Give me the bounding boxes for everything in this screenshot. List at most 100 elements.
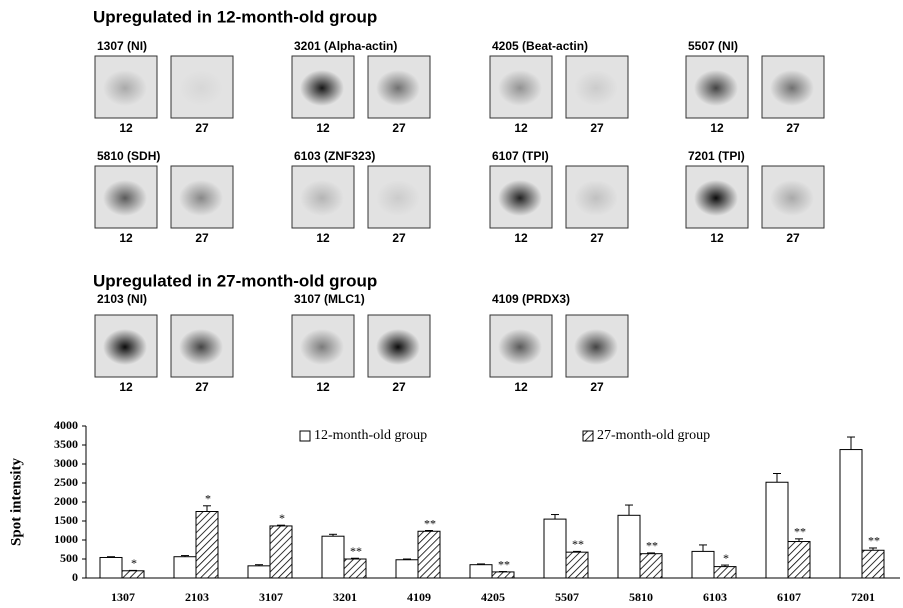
bar: [196, 512, 218, 579]
gel-spot: [694, 180, 738, 216]
y-tick-label: 3000: [54, 456, 78, 470]
bar: [470, 565, 492, 578]
y-tick-label: 1000: [54, 532, 78, 546]
bar: [692, 551, 714, 578]
legend-swatch: [583, 431, 593, 441]
gel-spot: [103, 180, 147, 216]
gel-spot: [103, 329, 147, 365]
lane-label: 27: [195, 380, 209, 394]
y-tick-label: 4000: [54, 418, 78, 432]
gel-spot: [498, 180, 542, 216]
figure: Upregulated in 12-month-old group1307 (N…: [0, 0, 903, 608]
lane-label: 27: [590, 231, 604, 245]
bar: [618, 515, 640, 578]
y-tick-label: 2500: [54, 475, 78, 489]
lane-label: 12: [710, 121, 724, 135]
spot-label: 3201 (Alpha-actin): [294, 39, 397, 53]
y-tick-label: 1500: [54, 513, 78, 527]
x-tick-label: 1307: [111, 590, 135, 604]
gel-spot: [179, 70, 223, 106]
gel-spot: [300, 329, 344, 365]
spot-label: 4205 (Beat-actin): [492, 39, 588, 53]
lane-label: 27: [195, 231, 209, 245]
spot-label: 5810 (SDH): [97, 149, 160, 163]
gel-spot: [376, 180, 420, 216]
gel-spot: [179, 180, 223, 216]
significance: *: [279, 511, 285, 525]
x-tick-label: 7201: [851, 590, 875, 604]
x-tick-label: 6107: [777, 590, 801, 604]
lane-label: 12: [316, 380, 330, 394]
x-tick-label: 4109: [407, 590, 431, 604]
legend-label: 27-month-old group: [597, 428, 710, 443]
lane-label: 27: [786, 121, 800, 135]
bar: [544, 519, 566, 578]
lane-label: 12: [316, 121, 330, 135]
section-title: Upregulated in 27-month-old group: [93, 271, 377, 290]
bar: [862, 550, 884, 578]
spot-label: 7201 (TPI): [688, 149, 745, 163]
gel-spot: [770, 70, 814, 106]
gel-spot: [770, 180, 814, 216]
spot-label: 4109 (PRDX3): [492, 292, 570, 306]
lane-label: 12: [514, 121, 528, 135]
spot-label: 2103 (NI): [97, 292, 147, 306]
bar: [840, 450, 862, 578]
lane-label: 12: [710, 231, 724, 245]
bar: [122, 571, 144, 578]
significance: *: [723, 551, 729, 565]
gel-spot: [103, 70, 147, 106]
gel-spot: [574, 70, 618, 106]
significance: **: [498, 557, 510, 571]
lane-label: 27: [590, 121, 604, 135]
bar: [766, 482, 788, 578]
spot-label: 3107 (MLC1): [294, 292, 365, 306]
x-tick-label: 3201: [333, 590, 357, 604]
spot-label: 6107 (TPI): [492, 149, 549, 163]
bar: [322, 536, 344, 578]
significance: **: [572, 537, 584, 551]
gel-spot: [300, 180, 344, 216]
bar: [714, 567, 736, 578]
gel-spot: [300, 70, 344, 106]
significance: **: [424, 516, 436, 530]
x-tick-label: 4205: [481, 590, 505, 604]
gel-spot: [376, 329, 420, 365]
lane-label: 27: [392, 121, 406, 135]
lane-label: 27: [195, 121, 209, 135]
bar: [174, 557, 196, 578]
y-tick-label: 2000: [54, 494, 78, 508]
significance: **: [868, 534, 880, 548]
significance: *: [205, 492, 211, 506]
lane-label: 12: [119, 380, 133, 394]
lane-label: 12: [316, 231, 330, 245]
x-tick-label: 2103: [185, 590, 209, 604]
gel-spot: [498, 329, 542, 365]
lane-label: 27: [590, 380, 604, 394]
bar: [396, 560, 418, 578]
gel-spot: [376, 70, 420, 106]
significance: **: [646, 539, 658, 553]
bar: [566, 552, 588, 578]
significance: **: [794, 525, 806, 539]
spot-label: 5507 (NI): [688, 39, 738, 53]
lane-label: 12: [514, 231, 528, 245]
significance: *: [131, 556, 137, 570]
x-tick-label: 5507: [555, 590, 579, 604]
spot-label: 6103 (ZNF323): [294, 149, 375, 163]
y-tick-label: 3500: [54, 437, 78, 451]
lane-label: 27: [392, 231, 406, 245]
gel-spot: [694, 70, 738, 106]
bar: [788, 542, 810, 578]
bar: [640, 554, 662, 578]
page: Upregulated in 12-month-old group1307 (N…: [0, 0, 903, 608]
legend-swatch: [300, 431, 310, 441]
significance: **: [350, 544, 362, 558]
x-tick-label: 5810: [629, 590, 653, 604]
x-tick-label: 3107: [259, 590, 283, 604]
lane-label: 27: [392, 380, 406, 394]
bar: [100, 557, 122, 578]
lane-label: 12: [119, 231, 133, 245]
section-title: Upregulated in 12-month-old group: [93, 7, 377, 26]
lane-label: 12: [119, 121, 133, 135]
